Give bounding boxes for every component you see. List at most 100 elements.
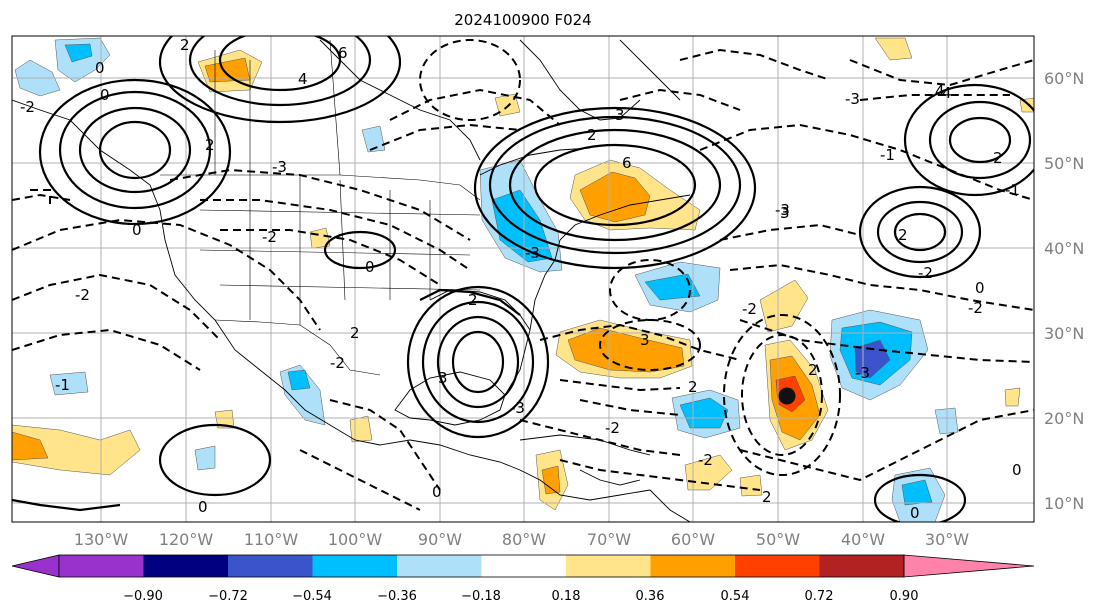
colorbar-tick-label: 0.90 (890, 589, 919, 604)
dashed-contours (12, 39, 1034, 511)
colorbar-segment (481, 555, 566, 577)
colorbar-segment (735, 555, 820, 577)
contour-label: 2 (350, 324, 360, 342)
colorbar-tick-label: 0.36 (636, 589, 665, 604)
colorbar-tick-label: 0.54 (721, 589, 750, 604)
shade-pos-greenland (874, 37, 913, 61)
colorbar-tick-labels: −0.90 −0.72 −0.54 −0.36 −0.18 0.18 0.36 … (123, 589, 918, 604)
colorbar-frame (58, 554, 905, 578)
lat-label: 40°N (1044, 239, 1084, 258)
lon-label: 50°W (756, 530, 800, 549)
contour-label: 3 (438, 369, 448, 387)
shade-neg-south-east-core (901, 479, 933, 506)
lon-label: 70°W (587, 530, 631, 549)
contour-label: -3 (775, 201, 790, 219)
contour-labels: 0 2 4 6 -2 0 2 -3 2 3 -3 6 4 0 -2 3 2 -2… (20, 36, 1022, 522)
shade-neg-small-canada (361, 125, 386, 153)
contour-label: 2 (898, 226, 908, 244)
contour-label: 0 (100, 86, 110, 104)
colorbar-segment (819, 555, 904, 577)
contour-label: 4 (942, 84, 952, 102)
contour-label: -3 (845, 90, 860, 108)
storm-center-marker (778, 387, 796, 405)
shade-pos-south-atl (684, 454, 733, 491)
map-title: 2024100900 F024 (454, 11, 591, 29)
lon-label: 90°W (418, 530, 462, 549)
lat-label: 50°N (1044, 154, 1084, 173)
lon-label: 60°W (671, 530, 715, 549)
contour-label: -2 (698, 451, 713, 469)
contour-label: 4 (935, 82, 945, 100)
shade-neg-pacific (49, 371, 89, 396)
contour-label: -2 (20, 98, 35, 116)
contour-label: -3 (272, 158, 287, 176)
contour-label: 4 (298, 70, 308, 88)
contour-label: 3 (780, 204, 790, 222)
contour-label: -2 (968, 299, 983, 317)
contour-label: 2 (180, 36, 190, 54)
colorbar-tick-label: 0.18 (552, 589, 581, 604)
shade-pos-pacific-west-core (12, 431, 49, 461)
contour-label: 2 (808, 361, 818, 379)
shade-pos-caribbean-core (541, 465, 561, 495)
colorbar-tick-label: −0.54 (292, 589, 332, 604)
contour-label: -2 (75, 286, 90, 304)
lat-label: 60°N (1044, 69, 1084, 88)
lat-label: 10°N (1044, 494, 1084, 513)
shade-neg-east-coast-core (491, 189, 553, 263)
contour-label: 2 (205, 136, 215, 154)
colorbar-tick-label: −0.72 (208, 589, 248, 604)
contour-label: -1 (55, 376, 70, 394)
contour-label: 2 (468, 291, 478, 309)
contour-label: -1 (880, 146, 895, 164)
lon-label: 80°W (502, 530, 546, 549)
colorbar-segment (143, 555, 228, 577)
contour-label: -3 (855, 364, 870, 382)
contour-label: 0 (198, 498, 208, 516)
contour-label: 2 (587, 126, 597, 144)
colorbar-tick-label: −0.36 (377, 589, 417, 604)
lon-label: 110°W (244, 530, 299, 549)
colorbar-tick-label: −0.90 (123, 589, 163, 604)
shade-neg-nw-core (64, 43, 93, 63)
contour-label: -3 (525, 244, 540, 262)
shade-neg-pacific-small (194, 445, 216, 471)
lat-label: 20°N (1044, 409, 1084, 428)
shade-pos-pacific-west (12, 424, 141, 476)
lon-label: 130°W (74, 530, 129, 549)
contour-label: -1 (1005, 181, 1020, 199)
colorbar-segment (650, 555, 735, 577)
contour-label: 2 (993, 149, 1003, 167)
lon-label: 120°W (159, 530, 214, 549)
shade-pos-atlantic-c-core (567, 327, 685, 373)
colorbar-tick-label: −0.18 (461, 589, 501, 604)
contour-label: 0 (132, 221, 142, 239)
shade-neg-mexico-west-core (287, 369, 311, 391)
colorbar-segment (59, 555, 144, 577)
contour-label: 2 (688, 378, 698, 396)
contour-label: 0 (1012, 461, 1022, 479)
contour-label: 0 (432, 483, 442, 501)
shade-neg-atlantic-e-core (679, 397, 729, 429)
colorbar-segment (228, 555, 313, 577)
contour-label: -2 (605, 419, 620, 437)
contour-label: 6 (338, 44, 348, 62)
map-frame (11, 35, 1035, 523)
colorbar-tick-label: 0.72 (805, 589, 834, 604)
shade-pos-maritimes-core (579, 171, 651, 223)
colorbar-segment (312, 555, 397, 577)
solid-contours (12, 36, 1034, 522)
contour-label: 0 (95, 59, 105, 77)
contour-label: -2 (918, 264, 933, 282)
colorbar-extend-low (11, 554, 60, 578)
contour-label: 6 (622, 154, 632, 172)
lon-label: 100°W (328, 530, 383, 549)
contour-label: -2 (262, 228, 277, 246)
colorbar-segment (566, 555, 651, 577)
lat-label: 30°N (1044, 324, 1084, 343)
shade-pos-atlantic-b (759, 279, 809, 333)
contour-label: 2 (762, 488, 772, 506)
contour-label: 3 (615, 106, 625, 124)
political-borders (160, 39, 481, 376)
